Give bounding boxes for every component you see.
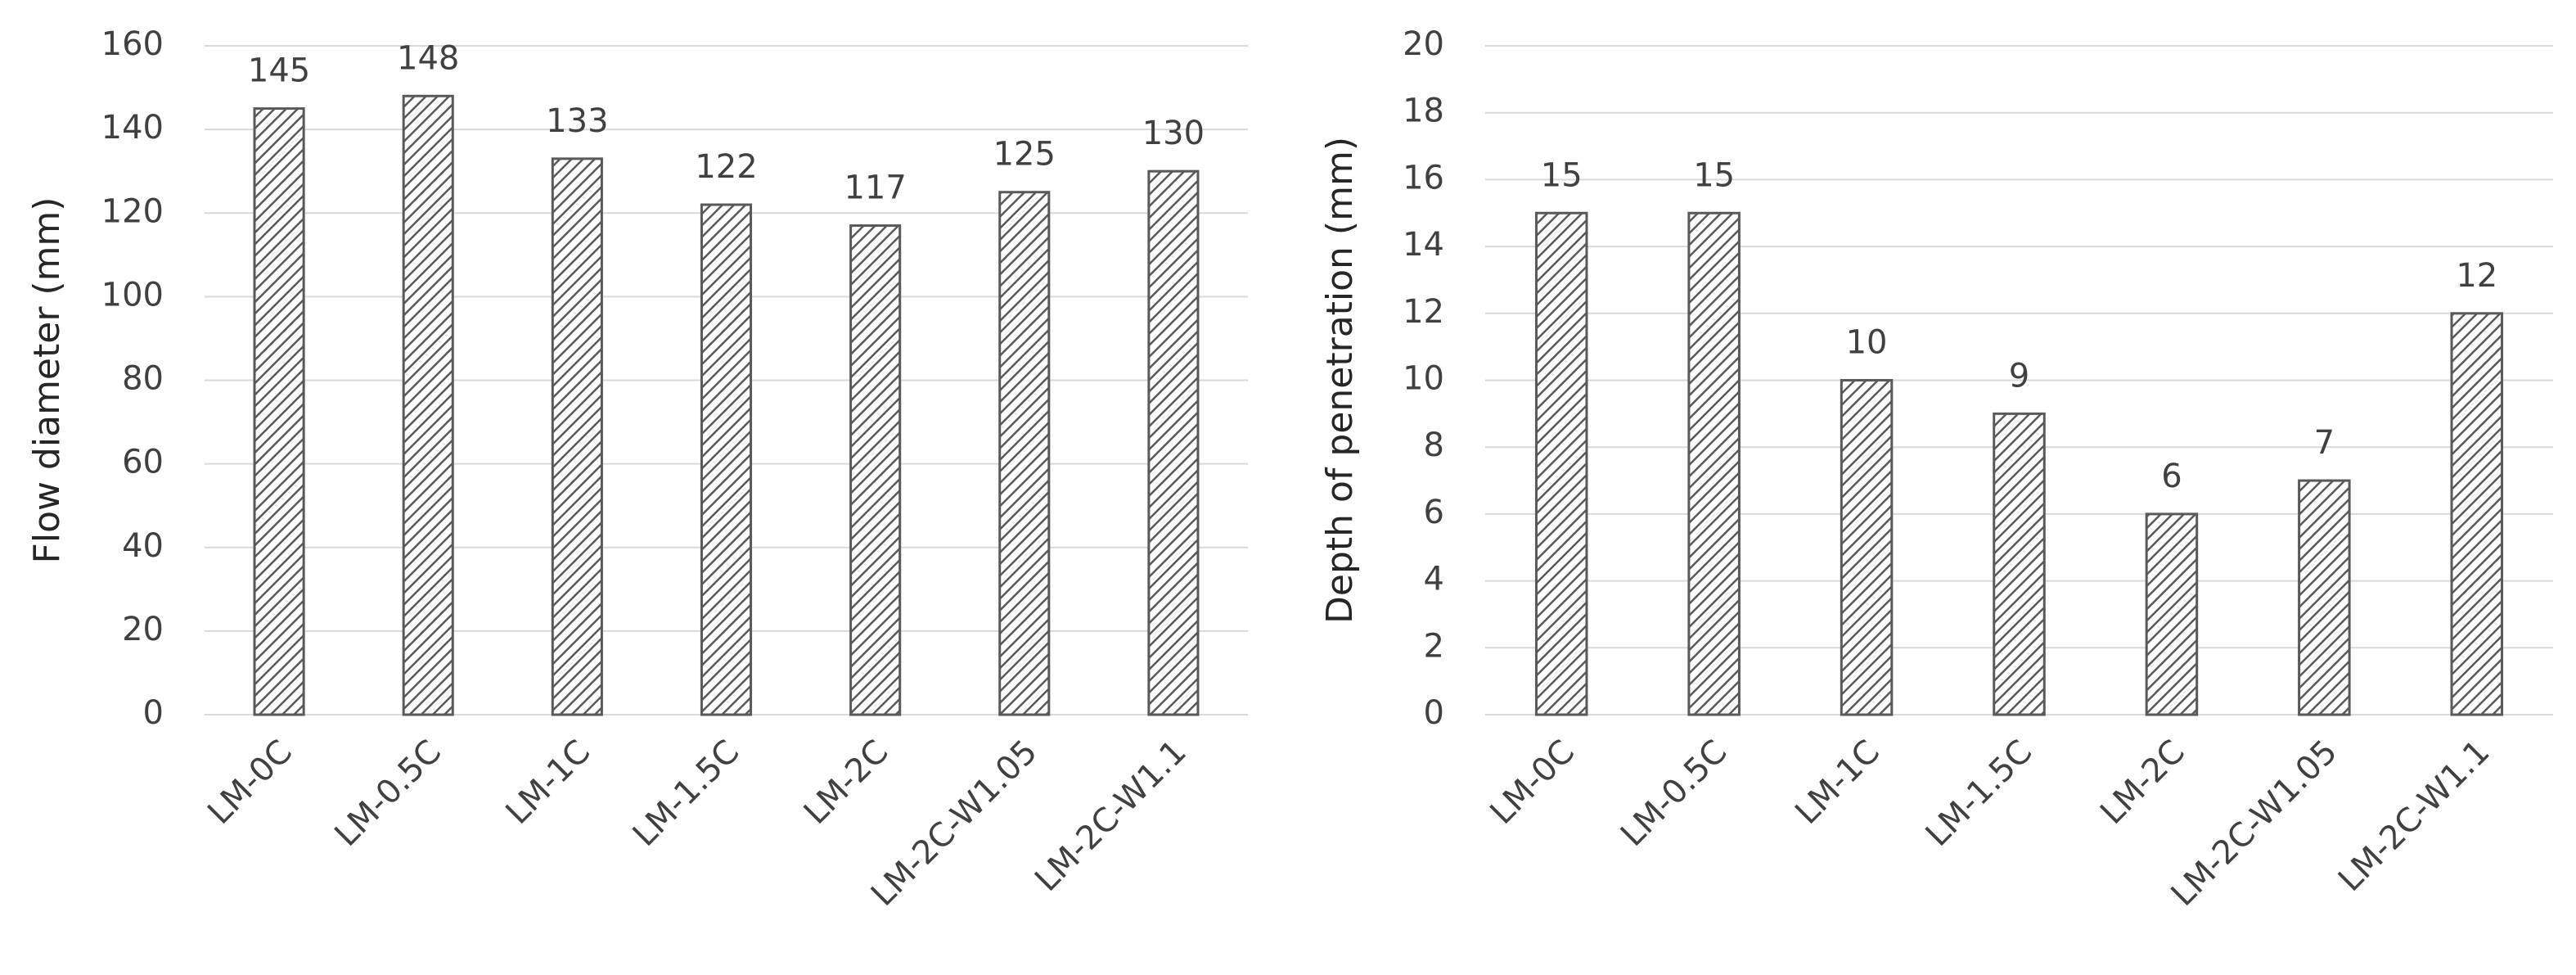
y-tick-label: 12 (1403, 293, 1444, 331)
y-tick-label: 60 (122, 444, 164, 481)
y-tick-label: 20 (1403, 25, 1444, 63)
x-tick-label: LM-2C-W1.1 (1028, 733, 1194, 899)
data-label: 148 (397, 39, 459, 77)
bar (2298, 479, 2351, 716)
bar (2145, 512, 2199, 716)
x-tick-label: LM-0C (1483, 733, 1582, 832)
y-tick-label: 160 (101, 25, 164, 63)
data-label: 117 (844, 169, 906, 207)
data-label: 125 (993, 136, 1056, 174)
y-tick-label: 20 (122, 611, 164, 648)
bar (1147, 169, 1200, 716)
x-tick-label: LM-1.5C (1919, 733, 2040, 854)
x-tick-label: LM-0.5C (327, 733, 448, 854)
data-label: 12 (2456, 257, 2497, 295)
data-label: 9 (2009, 357, 2029, 395)
x-tick-label: LM-0.5C (1614, 733, 1735, 854)
y-tick-label: 18 (1403, 93, 1444, 130)
data-label: 130 (1142, 115, 1205, 152)
data-label: 7 (2314, 424, 2335, 462)
y-axis-title: Depth of penetration (mm) (1319, 137, 1361, 624)
x-tick-label: LM-1C (499, 733, 598, 832)
data-label: 10 (1846, 324, 1888, 362)
x-tick-label: LM-1C (1788, 733, 1887, 832)
bar (551, 157, 603, 716)
bar (1687, 211, 1741, 716)
y-tick-label: 14 (1403, 226, 1444, 264)
data-label: 133 (546, 102, 608, 140)
bar (849, 224, 902, 716)
bar (2450, 312, 2504, 716)
bar (700, 203, 753, 716)
data-label: 15 (1541, 156, 1583, 194)
data-label: 122 (695, 148, 757, 186)
bar (998, 191, 1051, 716)
y-tick-label: 0 (1424, 694, 1444, 732)
y-tick-label: 16 (1403, 159, 1444, 196)
x-tick-label: LM-2C (797, 733, 896, 832)
y-tick-label: 6 (1424, 494, 1444, 531)
data-label: 15 (1693, 156, 1735, 194)
bar (253, 107, 305, 716)
y-tick-label: 100 (101, 276, 164, 314)
data-label: 145 (248, 52, 310, 90)
y-tick-label: 40 (122, 527, 164, 565)
y-axis-title: Flow diameter (mm) (26, 197, 68, 564)
y-tick-label: 120 (101, 192, 164, 230)
y-tick-label: 140 (101, 109, 164, 147)
bar (1993, 412, 2046, 716)
y-tick-label: 4 (1424, 561, 1444, 598)
y-tick-label: 0 (143, 694, 164, 732)
x-tick-label: LM-2C (2093, 733, 2192, 832)
y-tick-label: 80 (122, 360, 164, 398)
bar (1840, 379, 1894, 716)
bar (402, 94, 454, 716)
x-tick-label: LM-2C-W1.1 (2331, 733, 2497, 899)
x-tick-label: LM-1.5C (626, 733, 747, 854)
y-tick-label: 8 (1424, 427, 1444, 464)
y-tick-label: 10 (1403, 360, 1444, 398)
x-tick-label: LM-0C (200, 733, 299, 832)
y-tick-label: 2 (1424, 627, 1444, 665)
bar (1534, 211, 1588, 716)
data-label: 6 (2161, 458, 2182, 495)
